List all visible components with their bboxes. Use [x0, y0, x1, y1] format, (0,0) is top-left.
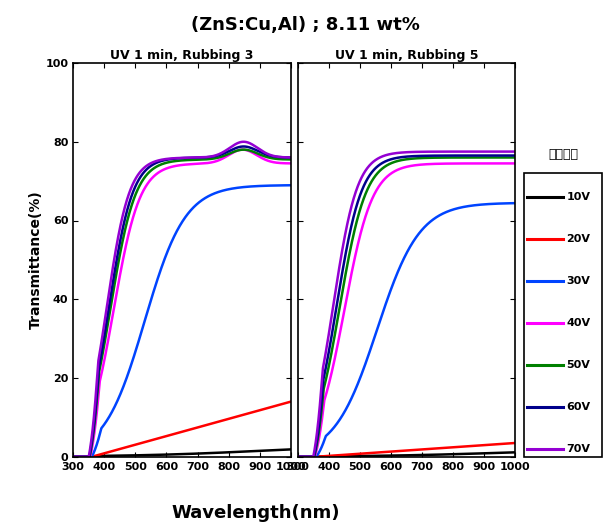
Text: 60V: 60V [566, 402, 590, 412]
Y-axis label: Transmittance(%): Transmittance(%) [29, 191, 43, 329]
Text: 40V: 40V [566, 318, 590, 328]
Text: 70V: 70V [566, 444, 590, 454]
Text: 30V: 30V [566, 276, 590, 286]
Title: UV 1 min, Rubbing 5: UV 1 min, Rubbing 5 [335, 49, 478, 62]
Text: 20V: 20V [566, 234, 590, 244]
Text: 구동전압: 구동전압 [548, 149, 578, 162]
Text: Wavelength(nm): Wavelength(nm) [172, 505, 340, 522]
Text: (ZnS:Cu,Al) ; 8.11 wt%: (ZnS:Cu,Al) ; 8.11 wt% [190, 16, 420, 34]
Text: 10V: 10V [566, 192, 590, 202]
Title: UV 1 min, Rubbing 3: UV 1 min, Rubbing 3 [110, 49, 254, 62]
Bar [524, 173, 602, 457]
Text: 50V: 50V [566, 360, 590, 370]
